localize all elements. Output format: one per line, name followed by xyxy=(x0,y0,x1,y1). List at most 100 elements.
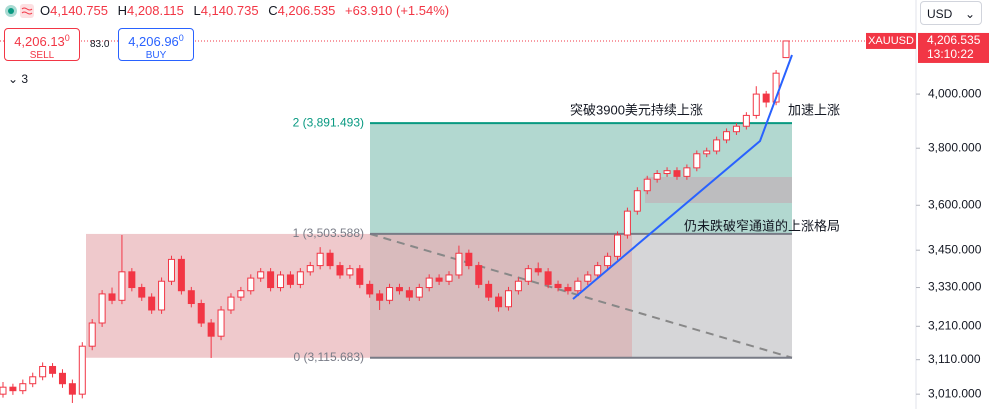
currency: USD xyxy=(927,7,953,21)
candle-body xyxy=(247,277,255,292)
buy-label: BUY xyxy=(145,50,167,61)
label: H xyxy=(117,3,127,18)
candle-body xyxy=(534,268,542,273)
candle-body xyxy=(29,376,37,385)
y-tick-label: 3,800.000 xyxy=(928,140,982,154)
label: O xyxy=(40,3,51,18)
low: 4,140.735 xyxy=(200,3,259,18)
price-tag xyxy=(918,32,989,63)
candle-body xyxy=(594,265,602,276)
y-tick-label: 3,210.000 xyxy=(928,318,982,332)
annotation: 加速上涨 xyxy=(788,102,840,117)
annotation: 突破3900美元持续上涨 xyxy=(570,102,703,117)
candle-body xyxy=(0,386,7,395)
candle-body xyxy=(118,271,126,301)
candle-body xyxy=(614,234,622,257)
candle-body xyxy=(643,178,651,192)
candle-body xyxy=(19,383,27,392)
candle-body xyxy=(128,271,136,289)
symbol: XAUUSD xyxy=(868,35,914,47)
fib-label: 0 (3,115.683) xyxy=(294,350,365,364)
symbol-tag xyxy=(866,32,916,49)
candle-body xyxy=(564,287,572,292)
high: 4,208.115 xyxy=(126,3,184,18)
close: 4,206.535 xyxy=(277,3,336,18)
indicators-count: 3 xyxy=(21,72,29,86)
candle-body xyxy=(336,265,344,276)
currency-select[interactable]: USD ⌄ xyxy=(920,1,982,25)
indicators-toggle[interactable]: ⌄ 3 xyxy=(8,72,29,86)
candle-body xyxy=(544,271,552,285)
candle-body xyxy=(9,386,17,392)
candle-body xyxy=(68,383,76,395)
candle-body xyxy=(673,170,681,177)
candle-body xyxy=(197,303,205,324)
candle-body xyxy=(316,252,324,267)
candle-body xyxy=(485,283,493,298)
change: +63.910 (+1.54%) xyxy=(345,3,450,18)
buy-button[interactable]: 4,206.960 BUY xyxy=(118,28,194,61)
candle-body xyxy=(207,322,215,337)
candle-body xyxy=(475,265,483,285)
last-price: 4,206.535 xyxy=(927,33,981,47)
y-tick-label: 3,010.000 xyxy=(928,386,982,400)
candle-body xyxy=(277,274,285,289)
candle-body xyxy=(732,125,740,133)
candle-body xyxy=(376,293,384,301)
sell-button[interactable]: 4,206.130 SELL xyxy=(4,28,80,61)
y-tick-label: 3,110.000 xyxy=(928,352,981,366)
candle-body xyxy=(346,268,354,276)
countdown: 13:10:22 xyxy=(927,47,974,61)
candle-body xyxy=(703,150,711,155)
candle-body xyxy=(633,190,641,212)
fib-label: 1 (3,503.588) xyxy=(293,226,364,240)
ohlc-header: O4,140.755 H4,208.115 L4,140.735 C4,206.… xyxy=(40,3,455,18)
candle-body xyxy=(148,296,156,311)
candle-body xyxy=(158,280,166,311)
dashed-line xyxy=(369,232,793,359)
label: L xyxy=(193,3,201,18)
open: 4,140.755 xyxy=(50,3,108,18)
candle-body xyxy=(138,287,146,298)
sell-price-fraction: 0 xyxy=(64,33,70,43)
candle-body xyxy=(366,283,374,295)
candle-body xyxy=(742,114,750,127)
trend-line xyxy=(572,54,793,300)
candle-body xyxy=(49,365,57,374)
candle-body xyxy=(108,293,116,301)
candle-body xyxy=(762,93,770,103)
sell-price: 4,206.13 xyxy=(14,34,65,49)
candles xyxy=(0,40,790,403)
status-icons xyxy=(5,4,34,18)
candle-body xyxy=(465,252,473,267)
y-tick-label: 3,450.000 xyxy=(928,242,982,256)
candle-body xyxy=(405,290,413,298)
buy-price: 4,206.96 xyxy=(128,34,179,49)
drawings: 2 (3,891.493) 1 (3,503.588) 0 (3,115.683) xyxy=(0,40,916,364)
candle-body xyxy=(653,173,661,180)
buy-price-fraction: 0 xyxy=(178,33,184,43)
candle-body xyxy=(713,139,721,152)
y-tick-label: 4,000.000 xyxy=(928,86,982,100)
candle-body xyxy=(504,290,512,308)
range-zone xyxy=(370,233,632,358)
candle-body xyxy=(306,265,314,273)
candle-body xyxy=(227,296,235,311)
candle-body xyxy=(693,153,701,169)
candle-body xyxy=(187,290,195,305)
candle-body xyxy=(356,268,364,285)
candle-body xyxy=(98,293,106,324)
spread: 83.0 xyxy=(90,39,110,50)
annotation: 仍未跌破窄通道的上涨格局 xyxy=(684,218,840,233)
candle-body xyxy=(217,309,225,337)
candle-body xyxy=(554,283,562,289)
candle-body xyxy=(296,271,304,285)
candle-body xyxy=(415,287,423,298)
candle-body xyxy=(237,290,245,298)
candle-body xyxy=(524,268,532,282)
candle-body xyxy=(78,345,86,395)
price-axis xyxy=(916,0,989,409)
candle-body xyxy=(455,252,463,276)
